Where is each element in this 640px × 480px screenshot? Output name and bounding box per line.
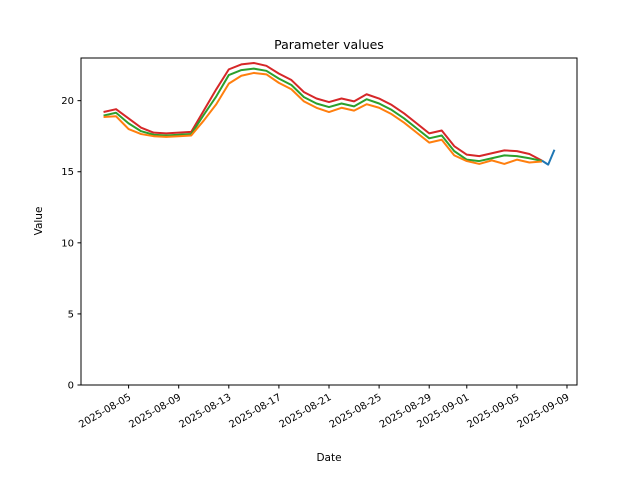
y-tick-label: 5 bbox=[68, 309, 74, 320]
series-line-red bbox=[103, 61, 543, 162]
x-tick-label: 2025-08-25 bbox=[328, 392, 384, 431]
x-tick-label: 2025-09-09 bbox=[516, 392, 572, 431]
y-tick-label: 20 bbox=[61, 96, 74, 107]
y-axis-label: Value bbox=[33, 207, 45, 236]
series-line-orange bbox=[103, 71, 543, 165]
y-tick-label: 10 bbox=[61, 238, 74, 249]
x-axis-label: Date bbox=[316, 452, 341, 464]
series-lines bbox=[103, 61, 556, 166]
x-tick-label: 2025-08-17 bbox=[228, 392, 284, 431]
x-tick-label: 2025-08-13 bbox=[177, 392, 233, 431]
x-tick-label: 2025-08-05 bbox=[77, 392, 133, 431]
series-line-blue bbox=[541, 149, 556, 166]
x-tick-label: 2025-08-09 bbox=[127, 392, 183, 431]
x-tick-label: 2025-08-21 bbox=[278, 392, 334, 431]
chart-title: Parameter values bbox=[274, 37, 384, 52]
x-tick-label: 2025-09-05 bbox=[466, 392, 522, 431]
series-line-green bbox=[103, 67, 543, 163]
y-tick-label: 0 bbox=[68, 381, 74, 392]
y-tick-label: 15 bbox=[61, 167, 74, 178]
